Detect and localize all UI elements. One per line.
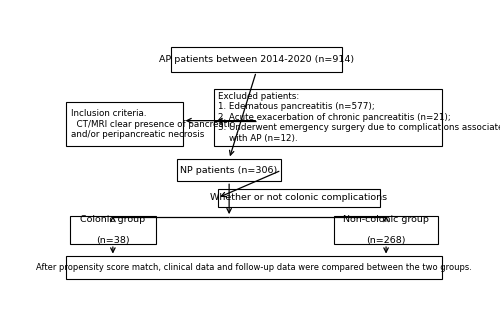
- Text: NP patients (n=306): NP patients (n=306): [180, 166, 278, 175]
- FancyBboxPatch shape: [214, 89, 442, 146]
- Text: Inclusion criteria.
  CT/MRI clear presence of pancreatic
and/or peripancreatic : Inclusion criteria. CT/MRI clear presenc…: [71, 109, 234, 139]
- Text: Excluded patients:
1. Edematous pancreatitis (n=577);
2. Acute exacerbation of c: Excluded patients: 1. Edematous pancreat…: [218, 92, 500, 142]
- FancyBboxPatch shape: [218, 189, 380, 207]
- FancyBboxPatch shape: [171, 47, 342, 72]
- Text: AP patients between 2014-2020 (n=914): AP patients between 2014-2020 (n=914): [158, 55, 354, 64]
- FancyBboxPatch shape: [334, 216, 438, 244]
- FancyBboxPatch shape: [66, 102, 182, 146]
- FancyBboxPatch shape: [177, 159, 282, 181]
- FancyBboxPatch shape: [66, 256, 442, 279]
- Text: Colonic group

(n=38): Colonic group (n=38): [80, 215, 146, 245]
- Text: Whether or not colonic complications: Whether or not colonic complications: [210, 194, 388, 203]
- Text: After propensity score match, clinical data and follow-up data were compared bet: After propensity score match, clinical d…: [36, 263, 472, 272]
- Text: Non-colonic group

(n=268): Non-colonic group (n=268): [343, 215, 429, 245]
- FancyBboxPatch shape: [70, 216, 156, 244]
